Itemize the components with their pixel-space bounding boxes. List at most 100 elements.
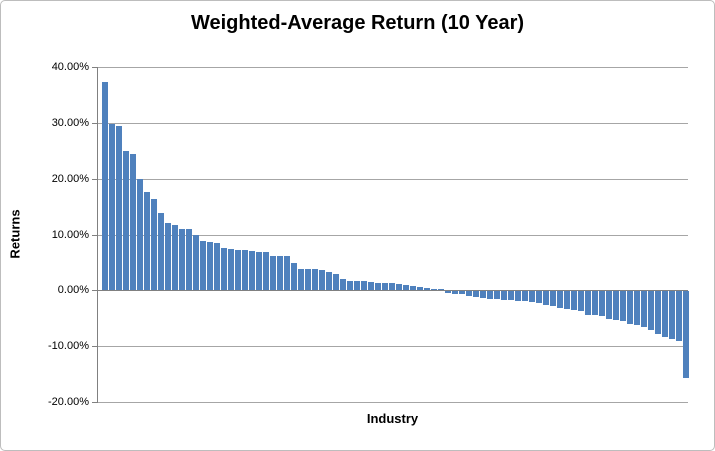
bar — [571, 291, 577, 311]
bar — [277, 256, 283, 291]
bar — [662, 291, 668, 337]
y-axis-tick — [92, 67, 98, 68]
bar — [578, 291, 584, 312]
y-axis-tick — [92, 290, 98, 292]
bar — [599, 291, 605, 316]
bar — [151, 199, 157, 291]
bar — [403, 285, 409, 291]
bar — [410, 286, 416, 291]
zero-axis-gridline — [97, 290, 688, 292]
gridline — [97, 402, 688, 403]
bar — [319, 269, 325, 291]
y-tick-label: -20.00% — [48, 396, 89, 408]
bar — [214, 242, 220, 291]
bar — [193, 235, 199, 291]
bar — [641, 291, 647, 328]
bar — [613, 291, 619, 321]
bar — [298, 268, 304, 291]
bar — [466, 291, 472, 296]
bar — [368, 281, 374, 291]
bar — [452, 291, 458, 294]
bar — [249, 251, 255, 291]
bar — [116, 126, 122, 291]
bar — [333, 273, 339, 291]
bar — [284, 256, 290, 291]
bar — [592, 291, 598, 316]
y-axis-tick — [92, 178, 98, 180]
bar — [529, 291, 535, 302]
y-axis-tick — [92, 346, 98, 348]
bar — [312, 269, 318, 291]
bar — [648, 291, 654, 330]
y-tick-label: 10.00% — [51, 228, 89, 241]
bar — [620, 291, 626, 322]
bar — [676, 291, 682, 342]
bar — [123, 150, 129, 291]
bar — [221, 248, 227, 291]
bar — [480, 291, 486, 299]
y-axis-line — [97, 67, 98, 402]
bar — [536, 291, 542, 304]
bar — [438, 289, 444, 291]
bar — [683, 291, 689, 379]
bar — [179, 228, 185, 291]
bar — [487, 291, 493, 299]
bar — [291, 262, 297, 291]
gridline — [97, 346, 688, 348]
bar — [109, 123, 115, 291]
bar — [228, 249, 234, 291]
y-tick-label: -10.00% — [48, 340, 89, 353]
bar — [508, 291, 514, 301]
bar — [263, 252, 269, 291]
y-axis-tick — [92, 234, 98, 236]
bar — [627, 291, 633, 325]
bar — [389, 283, 395, 291]
bar — [557, 291, 563, 309]
bar — [375, 282, 381, 291]
bar — [361, 281, 367, 291]
gridline — [97, 234, 688, 236]
bar — [186, 229, 192, 291]
bar — [431, 288, 437, 291]
bar — [242, 250, 248, 291]
bar — [494, 291, 500, 300]
bar — [102, 81, 108, 291]
bar — [172, 225, 178, 291]
bar — [326, 272, 332, 291]
bar — [543, 291, 549, 305]
bar — [424, 287, 430, 291]
bar — [382, 282, 388, 291]
bar — [256, 251, 262, 291]
y-tick-label: 40.00% — [51, 61, 89, 73]
bar — [305, 269, 311, 291]
bar — [473, 291, 479, 298]
bar — [207, 241, 213, 291]
y-axis-tick — [92, 402, 98, 403]
bar — [459, 291, 465, 295]
bar — [606, 291, 612, 319]
gridline — [97, 122, 688, 124]
y-tick-label: 30.00% — [51, 116, 89, 129]
bar — [354, 281, 360, 291]
bar — [347, 280, 353, 291]
bar — [137, 179, 143, 291]
bar — [235, 249, 241, 291]
bar — [501, 291, 507, 300]
bar — [340, 279, 346, 291]
x-axis-title: Industry — [366, 411, 419, 426]
bar — [669, 291, 675, 340]
bar — [564, 291, 570, 310]
bar — [158, 212, 164, 291]
bar — [515, 291, 521, 301]
bar — [585, 291, 591, 315]
bar — [270, 255, 276, 291]
bar — [522, 291, 528, 302]
bar — [144, 192, 150, 291]
bar — [200, 241, 206, 291]
chart-title: Weighted-Average Return (10 Year) — [190, 12, 525, 34]
bar — [130, 154, 136, 291]
y-tick-label: 0.00% — [57, 284, 89, 297]
bar — [634, 291, 640, 326]
y-tick-label: 20.00% — [51, 172, 89, 185]
